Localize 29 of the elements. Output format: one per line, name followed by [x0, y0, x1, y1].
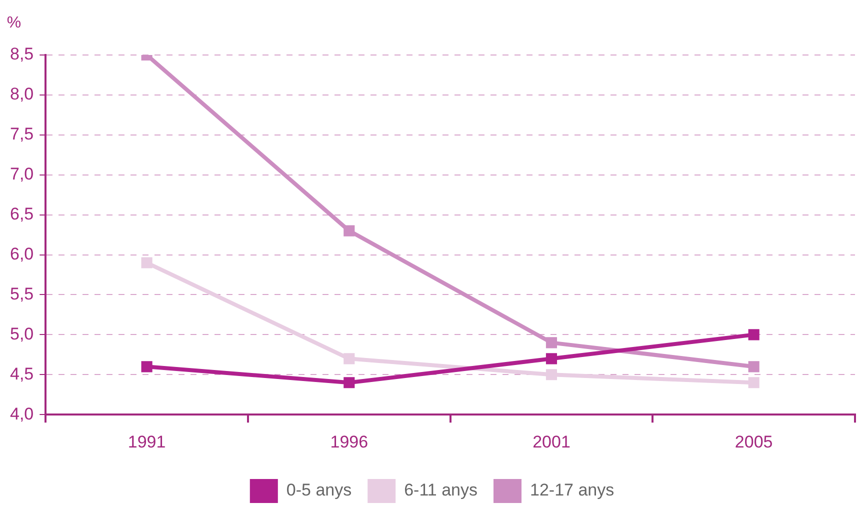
legend-label: 0-5 anys: [286, 480, 352, 500]
point: [546, 353, 558, 364]
y-tick-label: 5,5: [10, 284, 34, 304]
point: [546, 337, 558, 348]
point: [546, 369, 558, 380]
point: [748, 361, 760, 372]
point: [748, 377, 760, 388]
y-tick-label: 8,5: [10, 44, 34, 64]
y-tick-label: 5,0: [10, 324, 34, 344]
y-tick-label: 7,5: [10, 124, 34, 144]
point: [748, 329, 760, 340]
y-axis-title: %: [6, 14, 22, 32]
point: [141, 257, 152, 268]
x-tick-label: 1991: [128, 432, 166, 452]
y-tick-label: 6,0: [10, 244, 34, 264]
point: [344, 353, 355, 364]
point: [344, 377, 355, 388]
y-tick-label: 8,0: [10, 84, 34, 104]
legend-label: 6-11 anys: [404, 480, 478, 500]
y-tick-label: 4,5: [10, 364, 34, 384]
y-tick-label: 4,0: [10, 404, 34, 424]
legend-label: 12-17 anys: [530, 480, 614, 500]
x-tick-label: 2001: [532, 432, 570, 452]
y-tick-label: 7,0: [10, 164, 34, 184]
x-tick-label: 2005: [734, 432, 773, 452]
point: [141, 361, 152, 372]
y-tick-label: 6,5: [10, 204, 34, 224]
x-tick-label: 1996: [330, 432, 368, 452]
point: [344, 225, 355, 236]
